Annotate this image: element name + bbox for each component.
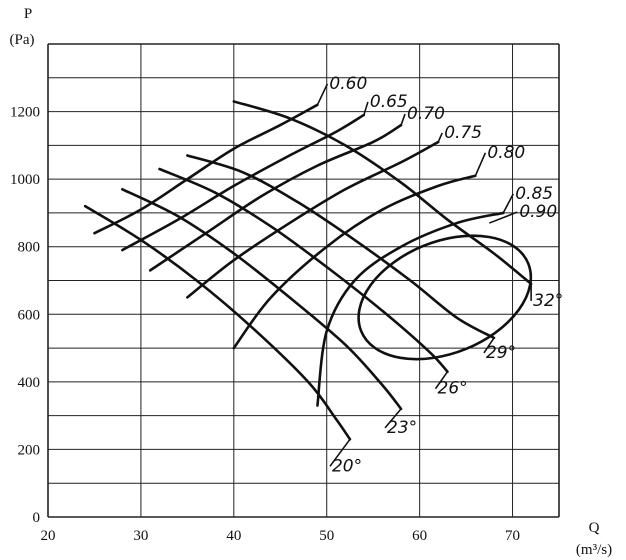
label-leader-090 xyxy=(489,211,518,224)
curve-label-23: 23° xyxy=(387,418,417,438)
curve-label-26: 26° xyxy=(438,379,468,399)
y-tick-label: 1000 xyxy=(10,172,40,188)
curve-label-20: 20° xyxy=(332,456,362,476)
label-leader-080 xyxy=(474,152,487,177)
blade-angle-curve-23 xyxy=(121,187,403,411)
label-leader-075 xyxy=(437,132,443,143)
x-tick-label: 30 xyxy=(133,528,148,544)
curve-label-075: 0.75 xyxy=(444,123,482,143)
x-tick-label: 70 xyxy=(505,528,520,544)
y-axis-label: P xyxy=(24,6,32,22)
curve-label-070: 0.70 xyxy=(407,104,445,124)
efficiency-curve-065 xyxy=(121,113,366,252)
curve-label-085: 0.85 xyxy=(515,184,553,204)
label-leader-060 xyxy=(316,83,329,106)
label-leader-26 xyxy=(434,371,449,390)
x-axis-label: Q xyxy=(589,520,600,536)
y-axis-unit: (Pa) xyxy=(10,32,35,48)
label-leader-29 xyxy=(483,337,495,354)
blade-angle-curve-26 xyxy=(158,167,449,374)
label-leader-085 xyxy=(502,193,514,214)
curve-label-065: 0.65 xyxy=(370,92,408,112)
efficiency-curve-060 xyxy=(93,103,319,235)
efficiency-curve-075 xyxy=(186,140,440,299)
efficiency-curve-070 xyxy=(148,123,403,272)
y-tick-label: 0 xyxy=(33,510,41,526)
curve-label-090: 0.90 xyxy=(519,202,557,222)
x-tick-label: 20 xyxy=(41,528,56,544)
curve-labels: 20° 23° 26° 29° 32° 0.600.650.700.750.80 0.850… xyxy=(316,74,563,476)
y-tick-label: 1200 xyxy=(10,105,40,121)
y-tick-label: 600 xyxy=(18,307,41,323)
y-tick-label: 800 xyxy=(18,240,41,256)
curve-label-29: 29° xyxy=(486,343,516,363)
tick-labels: 20 30 40 50 60 70 0 200 400 600 800 1000 1200 xyxy=(10,105,520,544)
label-leader-065 xyxy=(363,101,369,116)
curve-label-32: 32° xyxy=(533,291,563,311)
y-tick-label: 400 xyxy=(18,375,41,391)
label-leader-23 xyxy=(384,408,402,429)
x-tick-label: 60 xyxy=(412,528,427,544)
label-leader-070 xyxy=(400,113,406,126)
x-axis-unit: (m³/s) xyxy=(576,542,612,558)
y-tick-label: 200 xyxy=(18,442,41,458)
efficiency-ellipse-090 xyxy=(357,234,533,361)
efficiency-curve-080 xyxy=(232,174,477,350)
curve-label-080: 0.80 xyxy=(487,143,525,163)
x-tick-label: 50 xyxy=(319,528,334,544)
efficiency-curve-085 xyxy=(316,211,505,407)
grid-lines xyxy=(47,43,560,518)
curves xyxy=(83,100,533,441)
blade-angle-curve-29 xyxy=(186,154,496,340)
x-tick-label: 40 xyxy=(226,528,241,544)
curve-label-060: 0.60 xyxy=(329,74,367,94)
blade-angle-curve-32 xyxy=(232,100,533,286)
label-leader-20 xyxy=(329,438,351,467)
